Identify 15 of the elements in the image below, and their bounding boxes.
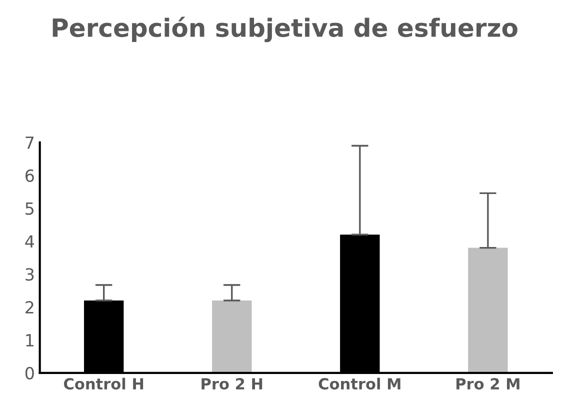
x-tick-label: Pro 2 H: [202, 378, 262, 390]
y-tick-label: 6: [26, 169, 34, 182]
y-tick-label: 1: [26, 334, 34, 346]
y-tick-label: 7: [26, 136, 34, 149]
y-tick-label: 3: [26, 268, 34, 281]
chart-title: Percepción subjetiva de esfuerzo: [52, 16, 518, 42]
x-tick-label: Control M: [318, 378, 400, 390]
y-tick-label: 0: [25, 366, 34, 380]
bar: [468, 248, 508, 373]
y-tick-label: 2: [26, 301, 34, 314]
y-tick-label: 5: [26, 202, 34, 215]
bar: [212, 300, 252, 373]
x-tick-label: Control H: [64, 378, 144, 390]
y-tick-label: 4: [25, 235, 34, 248]
x-tick-label: Pro 2 M: [456, 378, 520, 390]
